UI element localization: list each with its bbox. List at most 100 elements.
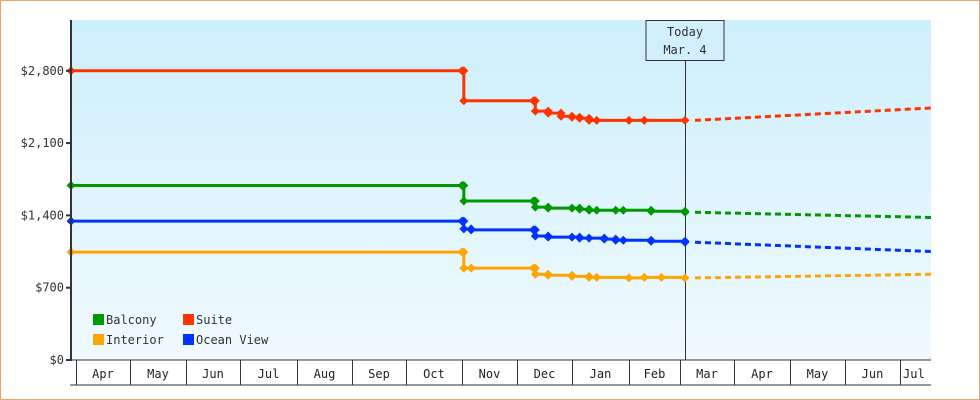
data-point-marker[interactable] bbox=[466, 263, 476, 273]
month-label: Jun bbox=[202, 367, 224, 381]
y-tick-label: $2,100 bbox=[21, 136, 64, 150]
today-date-label: Mar. 4 bbox=[663, 43, 706, 57]
legend-label: Interior bbox=[106, 333, 164, 347]
month-label: Sep bbox=[368, 367, 390, 381]
data-point-marker[interactable] bbox=[530, 263, 540, 273]
data-point-marker[interactable] bbox=[646, 235, 656, 245]
month-label: Dec bbox=[534, 367, 556, 381]
series-balcony bbox=[66, 180, 932, 219]
legend-item-suite[interactable]: Suite bbox=[183, 313, 232, 327]
axes: $0 $700 $1,400 $2,100 $2,800 bbox=[21, 20, 72, 367]
data-point-marker[interactable] bbox=[530, 196, 540, 206]
data-point-marker[interactable] bbox=[530, 225, 540, 235]
data-point-marker[interactable] bbox=[592, 272, 602, 282]
month-label: Jan bbox=[590, 367, 612, 381]
month-label: Oct bbox=[423, 367, 445, 381]
data-point-marker[interactable] bbox=[530, 202, 540, 212]
legend-swatch bbox=[93, 334, 104, 345]
data-point-marker[interactable] bbox=[530, 96, 540, 106]
series-interior bbox=[66, 247, 932, 283]
data-point-marker[interactable] bbox=[611, 205, 621, 215]
data-point-marker[interactable] bbox=[459, 96, 469, 106]
data-point-marker[interactable] bbox=[611, 234, 621, 244]
data-point-marker[interactable] bbox=[646, 205, 656, 215]
data-point-marker[interactable] bbox=[459, 180, 469, 190]
data-point-marker[interactable] bbox=[575, 112, 585, 122]
data-point-marker[interactable] bbox=[584, 113, 594, 123]
data-point-marker[interactable] bbox=[575, 203, 585, 213]
data-point-marker[interactable] bbox=[680, 115, 690, 125]
data-point-marker[interactable] bbox=[584, 204, 594, 214]
data-point-marker[interactable] bbox=[530, 269, 540, 279]
data-point-marker[interactable] bbox=[618, 235, 628, 245]
data-point-marker[interactable] bbox=[556, 108, 566, 118]
data-point-marker[interactable] bbox=[543, 202, 553, 212]
data-point-marker[interactable] bbox=[530, 106, 540, 116]
data-point-marker[interactable] bbox=[459, 224, 469, 234]
data-point-marker[interactable] bbox=[592, 205, 602, 215]
month-axis: Apr May Jun Jul Aug Sep Oct Nov Dec Jan Feb Mar Apr M… bbox=[70, 359, 931, 386]
data-point-marker[interactable] bbox=[466, 224, 476, 234]
data-point-marker[interactable] bbox=[680, 273, 690, 283]
legend-item-interior[interactable]: Interior bbox=[93, 333, 164, 347]
data-point-marker[interactable] bbox=[624, 273, 634, 283]
month-label: Jul bbox=[903, 367, 925, 381]
series-suite bbox=[66, 66, 932, 125]
month-label: Jul bbox=[258, 367, 280, 381]
month-label: Jun bbox=[862, 367, 884, 381]
data-point-marker[interactable] bbox=[567, 203, 577, 213]
data-point-marker[interactable] bbox=[459, 196, 469, 206]
data-point-marker[interactable] bbox=[639, 272, 649, 282]
legend-item-ocean-view[interactable]: Ocean View bbox=[183, 333, 269, 347]
data-point-marker[interactable] bbox=[575, 232, 585, 242]
month-label: Apr bbox=[751, 367, 773, 381]
month-label: Aug bbox=[314, 367, 336, 381]
data-point-marker[interactable] bbox=[543, 231, 553, 241]
data-point-marker[interactable] bbox=[592, 115, 602, 125]
data-point-marker[interactable] bbox=[624, 115, 634, 125]
month-label: Nov bbox=[479, 367, 501, 381]
legend: Balcony Suite Interior Ocean View bbox=[93, 313, 269, 347]
data-point-marker[interactable] bbox=[530, 231, 540, 241]
month-label: Mar bbox=[696, 367, 718, 381]
legend-swatch bbox=[93, 314, 104, 325]
plot-area bbox=[71, 20, 931, 360]
data-point-marker[interactable] bbox=[680, 206, 690, 216]
legend-swatch bbox=[183, 314, 194, 325]
data-point-marker[interactable] bbox=[599, 233, 609, 243]
data-point-marker[interactable] bbox=[459, 263, 469, 273]
today-label: Today bbox=[667, 25, 703, 39]
data-point-marker[interactable] bbox=[567, 111, 577, 121]
month-label: May bbox=[147, 367, 169, 381]
data-point-marker[interactable] bbox=[567, 270, 577, 280]
series-ocean-view bbox=[66, 216, 932, 254]
month-label: Apr bbox=[92, 367, 114, 381]
data-point-marker[interactable] bbox=[459, 247, 469, 257]
month-label: Feb bbox=[644, 367, 666, 381]
legend-swatch bbox=[183, 334, 194, 345]
data-point-marker[interactable] bbox=[618, 205, 628, 215]
legend-label: Ocean View bbox=[196, 333, 269, 347]
y-tick-label: $700 bbox=[35, 281, 64, 295]
data-point-marker[interactable] bbox=[543, 269, 553, 279]
data-point-marker[interactable] bbox=[567, 232, 577, 242]
legend-label: Suite bbox=[196, 313, 232, 327]
y-tick-label: $2,800 bbox=[21, 64, 64, 78]
y-tick-label: $1,400 bbox=[21, 208, 64, 222]
data-point-marker[interactable] bbox=[584, 271, 594, 281]
data-point-marker[interactable] bbox=[680, 236, 690, 246]
month-label: May bbox=[807, 367, 829, 381]
y-tick-label: $0 bbox=[50, 353, 64, 367]
today-box bbox=[645, 20, 725, 61]
data-point-marker[interactable] bbox=[584, 233, 594, 243]
data-point-marker[interactable] bbox=[459, 66, 469, 76]
legend-item-balcony[interactable]: Balcony bbox=[93, 313, 157, 327]
series-lines bbox=[66, 66, 932, 283]
today-marker: Today Mar. 4 bbox=[645, 20, 725, 360]
data-point-marker[interactable] bbox=[639, 115, 649, 125]
legend-label: Balcony bbox=[106, 313, 157, 327]
data-point-marker[interactable] bbox=[656, 272, 666, 282]
data-point-marker[interactable] bbox=[543, 106, 553, 116]
data-point-marker[interactable] bbox=[459, 216, 469, 226]
